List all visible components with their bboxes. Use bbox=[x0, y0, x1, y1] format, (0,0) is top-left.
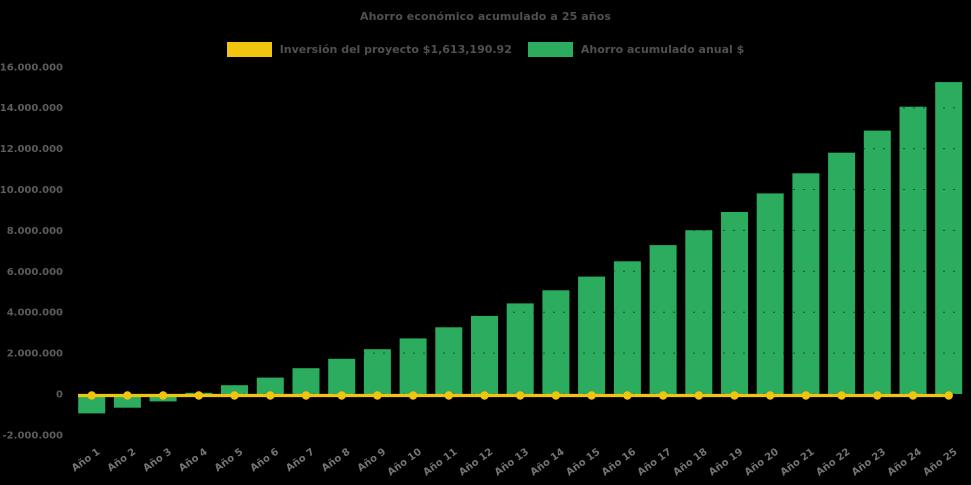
legend-item-investment: Inversión del proyecto $1,613,190.92 bbox=[226, 42, 512, 57]
investment-line-marker bbox=[908, 391, 918, 400]
bar-ano-22 bbox=[828, 152, 856, 394]
bar-ano-8 bbox=[328, 358, 356, 394]
y-tick-label: 0 bbox=[56, 390, 63, 401]
investment-line-marker bbox=[873, 391, 882, 400]
legend-swatch-savings bbox=[527, 42, 573, 57]
legend-label-savings: Ahorro acumulado anual $ bbox=[580, 43, 745, 56]
investment-line-marker bbox=[194, 391, 203, 400]
investment-line-marker bbox=[373, 391, 382, 400]
x-tick-label: Año 18 bbox=[671, 447, 709, 479]
bar-ano-14 bbox=[542, 290, 570, 394]
investment-line-marker bbox=[587, 391, 596, 400]
x-tick-label: Año 21 bbox=[779, 447, 817, 479]
y-tick-label: 10.000.000 bbox=[0, 185, 63, 196]
x-tick-label: Año 1 bbox=[70, 447, 103, 475]
legend-item-savings: Ahorro acumulado anual $ bbox=[527, 42, 745, 57]
y-tick-label: 8.000.000 bbox=[7, 226, 63, 237]
bar-ano-17 bbox=[649, 245, 677, 394]
investment-line-marker bbox=[658, 391, 668, 400]
x-tick-label: Año 16 bbox=[600, 447, 638, 479]
legend: Inversión del proyecto $1,613,190.92 Aho… bbox=[0, 42, 971, 57]
investment-line-marker bbox=[480, 391, 489, 400]
bar-ano-16 bbox=[613, 261, 641, 394]
x-tick-label: Año 5 bbox=[213, 447, 246, 475]
y-tick-label: -2.000.000 bbox=[3, 430, 63, 441]
x-tick-label: Año 11 bbox=[421, 447, 459, 479]
bar-ano-15 bbox=[578, 276, 606, 394]
y-tick-label: 16.000.000 bbox=[0, 62, 63, 73]
x-tick-label: Año 23 bbox=[850, 447, 888, 479]
investment-line-marker bbox=[551, 391, 561, 400]
x-tick-label: Año 24 bbox=[886, 447, 924, 479]
bar-ano-18 bbox=[685, 230, 713, 394]
x-tick-label: Año 9 bbox=[356, 447, 389, 475]
y-tick-label: 14.000.000 bbox=[0, 103, 63, 114]
bar-ano-2 bbox=[113, 394, 141, 408]
bar-ano-6 bbox=[256, 377, 284, 394]
investment-line-marker bbox=[694, 391, 703, 400]
investment-line-marker bbox=[123, 391, 132, 400]
investment-line-marker bbox=[766, 391, 775, 400]
bar-ano-24 bbox=[899, 106, 927, 394]
y-tick-label: 12.000.000 bbox=[0, 144, 63, 155]
investment-line-marker bbox=[266, 391, 275, 400]
investment-line-marker bbox=[801, 391, 811, 400]
chart-title: Ahorro económico acumulado a 25 años bbox=[359, 10, 612, 23]
x-tick-label: Año 15 bbox=[564, 447, 602, 479]
x-tick-label: Año 17 bbox=[636, 447, 674, 479]
investment-line-marker bbox=[87, 391, 96, 400]
bar-ano-13 bbox=[506, 303, 534, 394]
x-tick-label: Año 12 bbox=[457, 447, 495, 479]
x-tick-label: Año 10 bbox=[386, 447, 424, 479]
investment-line-marker bbox=[230, 391, 239, 400]
x-tick-label: Año 22 bbox=[814, 447, 852, 479]
x-tick-label: Año 19 bbox=[707, 447, 745, 479]
x-tick-label: Año 13 bbox=[493, 447, 531, 479]
legend-label-investment: Inversión del proyecto $1,613,190.92 bbox=[279, 43, 512, 56]
investment-line-marker bbox=[944, 391, 953, 400]
bar-ano-11 bbox=[435, 327, 463, 394]
y-tick-label: 2.000.000 bbox=[7, 349, 63, 360]
investment-line-marker bbox=[516, 391, 525, 400]
legend-swatch-investment bbox=[226, 42, 272, 57]
y-tick-label: 4.000.000 bbox=[7, 308, 63, 319]
y-tick-label: 6.000.000 bbox=[7, 267, 63, 278]
bar-ano-5 bbox=[221, 385, 248, 394]
bar-ano-12 bbox=[471, 315, 498, 394]
bar-ano-10 bbox=[399, 338, 427, 394]
x-tick-label: Año 6 bbox=[249, 447, 282, 475]
investment-line-marker bbox=[730, 391, 739, 400]
bar-ano-25 bbox=[935, 82, 963, 394]
investment-line-marker bbox=[408, 391, 418, 400]
x-tick-label: Año 20 bbox=[743, 447, 781, 479]
x-tick-label: Año 4 bbox=[177, 447, 210, 475]
bar-ano-1 bbox=[78, 394, 106, 414]
bar-ano-23 bbox=[863, 130, 891, 394]
x-tick-label: Año 8 bbox=[320, 447, 353, 475]
x-tick-label: Año 2 bbox=[106, 447, 139, 475]
investment-line-marker bbox=[837, 391, 846, 400]
investment-line-marker bbox=[158, 391, 168, 400]
investment-line-marker bbox=[623, 391, 632, 400]
bar-ano-21 bbox=[792, 173, 820, 394]
investment-line-marker bbox=[301, 391, 311, 400]
x-tick-label: Año 25 bbox=[921, 447, 959, 479]
bar-ano-9 bbox=[363, 349, 391, 394]
x-tick-label: Año 14 bbox=[529, 447, 567, 479]
bar-ano-7 bbox=[292, 368, 320, 394]
bar-ano-20 bbox=[756, 193, 784, 394]
x-tick-label: Año 3 bbox=[141, 447, 174, 475]
investment-line-marker bbox=[337, 391, 346, 400]
investment-line-marker bbox=[444, 391, 453, 400]
bar-ano-19 bbox=[721, 212, 748, 394]
x-tick-label: Año 7 bbox=[284, 447, 317, 475]
